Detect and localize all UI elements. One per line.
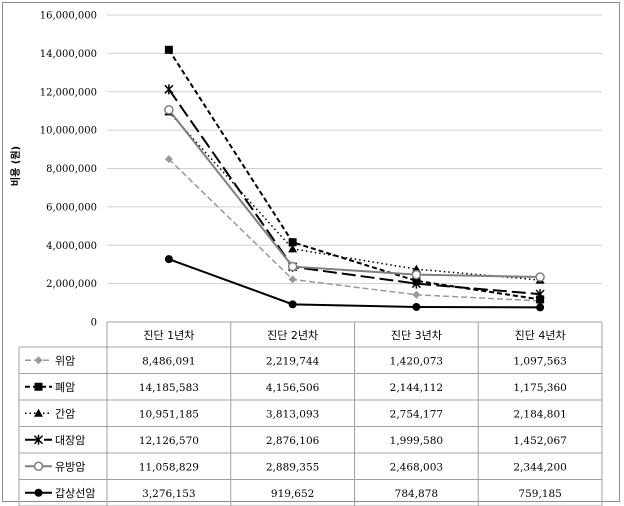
legend-marker: [34, 408, 43, 417]
table-cell-value: 12,126,570: [139, 435, 199, 447]
table-cell-value: 2,219,744: [266, 355, 320, 367]
table-cell-value: 1,420,073: [390, 355, 443, 367]
legend-key: [25, 488, 52, 497]
table-cell-value: 4,156,506: [266, 382, 320, 394]
legend-marker: [34, 382, 43, 391]
legend-key: [25, 382, 52, 391]
data-point: [288, 238, 297, 247]
table-cell-value: 2,876,106: [266, 435, 320, 447]
table-cell-value: 1,097,563: [513, 355, 566, 367]
table-cell-value: 3,813,093: [266, 408, 319, 420]
table-cell-value: 3,276,153: [142, 488, 195, 500]
table-cell-value: 14,185,583: [139, 382, 199, 394]
data-point: [535, 289, 545, 300]
legend-marker: [33, 461, 44, 471]
data-point: [288, 244, 298, 253]
legend-marker: [33, 434, 44, 445]
data-point: [288, 275, 297, 284]
data-point: [164, 84, 174, 95]
y-axis: 0 2,000,000 4,000,000 6,000,000 8,000,000 10,…: [40, 11, 97, 329]
y-tick-label: 12,000,000: [40, 87, 97, 98]
y-tick-label: 4,000,000: [46, 241, 97, 252]
data-point: [411, 278, 421, 289]
data-point: [164, 105, 174, 115]
y-tick-label: 6,000,000: [46, 202, 97, 213]
table-cell-value: 1,452,067: [513, 435, 566, 447]
y-tick-label: 2,000,000: [46, 279, 97, 290]
table-cell-value: 2,344,200: [513, 461, 566, 473]
data-point: [164, 155, 173, 164]
legend-marker: [34, 488, 43, 497]
series-name: 간암: [55, 407, 75, 420]
legend-marker: [34, 356, 43, 365]
table-cell-value: 2,468,003: [390, 461, 443, 473]
table-cell-value: 759,185: [518, 488, 561, 500]
legend-key: [25, 434, 52, 445]
data-point: [536, 303, 545, 312]
y-tick-label: 0: [91, 318, 97, 329]
chart-frame: [2, 2, 620, 502]
category-label: 진단 4년차: [515, 329, 566, 342]
series-3: [164, 107, 545, 284]
series-line: [168, 158, 541, 302]
data-point: [287, 261, 298, 272]
y-axis-label: 비용 (원): [9, 146, 22, 186]
legend-key: [25, 461, 52, 471]
table-cell-value: 11,058,829: [139, 461, 199, 473]
data-point: [164, 45, 173, 54]
series-line: [168, 49, 541, 301]
category-label: 진단 3년차: [391, 329, 442, 342]
series-line: [168, 258, 541, 309]
table-cell-value: 784,878: [395, 488, 438, 500]
data-point: [288, 300, 297, 309]
table-cell-value: 1,175,360: [513, 382, 566, 394]
table-cell-value: 919,652: [271, 488, 314, 500]
series-2: [164, 45, 545, 304]
legend-key: [25, 356, 52, 365]
table-cell-value: 1,999,580: [390, 435, 443, 447]
series-line: [168, 109, 541, 279]
series-lines: [164, 45, 545, 312]
y-tick-label: 8,000,000: [46, 164, 97, 175]
series-4: [164, 84, 545, 300]
category-label: 진단 2년차: [267, 329, 318, 342]
data-point: [411, 269, 422, 280]
data-point: [536, 295, 545, 304]
series-line: [168, 88, 541, 296]
series-name: 위암: [55, 354, 75, 367]
series-6: [164, 255, 545, 312]
table-cell-value: 2,144,112: [390, 382, 443, 394]
data-point: [164, 255, 173, 264]
y-tick-label: 10,000,000: [40, 126, 97, 137]
data-point: [412, 302, 421, 311]
table-cell-value: 2,184,801: [513, 408, 566, 420]
legend-key: [25, 408, 52, 417]
table-cell-value: 10,951,185: [139, 408, 199, 420]
series-name: 유방암: [55, 460, 85, 473]
series-name: 갑상선암: [55, 487, 95, 500]
data-point: [535, 272, 545, 282]
category-label: 진단 1년차: [143, 329, 194, 342]
table-cell-value: 2,754,177: [390, 408, 443, 420]
y-tick-label: 14,000,000: [40, 49, 97, 60]
table-cell-value: 8,486,091: [142, 355, 195, 367]
series-line: [168, 111, 541, 281]
series-name: 대장암: [55, 434, 85, 447]
y-tick-label: 16,000,000: [40, 11, 97, 22]
series-5: [164, 105, 545, 282]
table-cell-value: 2,889,355: [266, 461, 319, 473]
data-point: [412, 290, 421, 299]
series-name: 폐암: [55, 381, 75, 394]
